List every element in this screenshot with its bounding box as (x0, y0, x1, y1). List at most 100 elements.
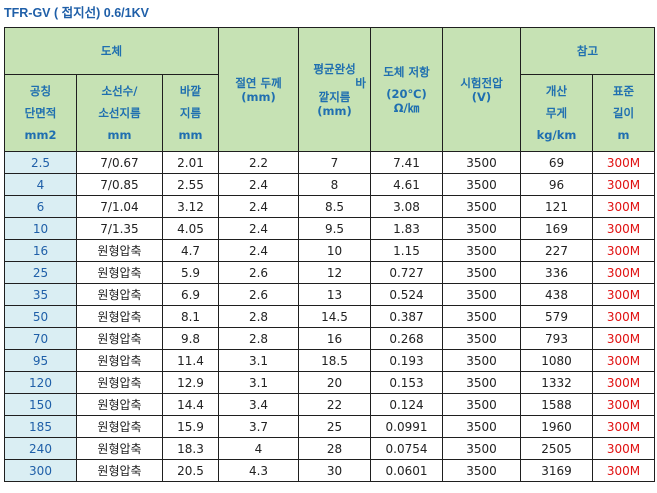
cell-test-voltage: 3500 (442, 459, 521, 482)
cell-length: 300M (591, 305, 656, 328)
cell-avg-od: 22 (298, 393, 371, 416)
cell-outer-diameter: 5.9 (162, 261, 219, 284)
cell-test-voltage: 3500 (442, 195, 521, 218)
header-test-voltage: 시험전압 (V) (442, 27, 521, 152)
header-reference: 참고 (519, 27, 656, 75)
cell-weight: 1960 (520, 415, 593, 438)
cell-resistance: 0.268 (370, 327, 443, 350)
cell-insulation: 2.8 (218, 327, 299, 350)
cell-resistance: 0.0754 (370, 437, 443, 460)
cell-outer-diameter: 3.12 (162, 195, 219, 218)
table-row: 6 7/1.04 3.12 2.4 8.5 3.08 3500 121 300M (4, 195, 656, 218)
header-outer-line-3: mm (178, 128, 203, 142)
header-length: 표준 길이 m (591, 74, 656, 152)
cell-insulation: 3.1 (218, 371, 299, 394)
cell-resistance: 0.524 (370, 283, 443, 306)
cell-outer-diameter: 8.1 (162, 305, 219, 328)
header-length-line-3: m (617, 128, 630, 142)
cell-strands: 7/0.67 (76, 151, 163, 174)
header-avg-od-line-2: 바 (355, 75, 366, 90)
cell-avg-od: 12 (298, 261, 371, 284)
header-weight-line-2: 무게 (545, 106, 568, 120)
cell-avg-od: 10 (298, 239, 371, 262)
header-insulation-label: 절연 두께 (mm) (235, 75, 282, 104)
cell-strands: 원형압축 (76, 327, 163, 350)
header-strands-line-1: 소선수/ (101, 84, 138, 98)
header-strands: 소선수/ 소선지름 mm (76, 74, 163, 152)
header-strands-line-2: 소선지름 (98, 106, 141, 120)
cell-test-voltage: 3500 (442, 283, 521, 306)
cell-avg-od: 25 (298, 415, 371, 438)
cell-strands: 7/1.35 (76, 217, 163, 240)
cell-length: 300M (591, 283, 656, 306)
cell-avg-od: 8.5 (298, 195, 371, 218)
header-area-line-2: 단면적 (24, 106, 57, 120)
table-row: 50 원형압축 8.1 2.8 14.5 0.387 3500 579 300M (4, 305, 656, 328)
header-area: 공칭 단면적 mm2 (4, 74, 77, 152)
header-conductor: 도체 (4, 27, 219, 75)
table-row: 16 원형압축 4.7 2.4 10 1.15 3500 227 300M (4, 239, 656, 262)
cell-insulation: 2.8 (218, 305, 299, 328)
table-row: 150 원형압축 14.4 3.4 22 0.124 3500 1588 300… (4, 393, 656, 416)
table-row: 120 원형압축 12.9 3.1 20 0.153 3500 1332 300… (4, 371, 656, 394)
cell-area: 240 (4, 437, 77, 460)
cell-weight: 69 (520, 151, 593, 174)
cell-weight: 121 (520, 195, 593, 218)
header-test-voltage-line-1: 시험전압 (460, 75, 503, 90)
cell-insulation: 4.3 (218, 459, 299, 482)
cell-avg-od: 8 (298, 173, 371, 196)
cell-insulation: 3.7 (218, 415, 299, 438)
cell-outer-diameter: 20.5 (162, 459, 219, 482)
cell-weight: 336 (520, 261, 593, 284)
cell-avg-od: 9.5 (298, 217, 371, 240)
cell-avg-od: 14.5 (298, 305, 371, 328)
cell-test-voltage: 3500 (442, 239, 521, 262)
header-outer-line-2: 지름 (179, 106, 202, 120)
cell-length: 300M (591, 393, 656, 416)
header-test-voltage-line-2: (V) (471, 89, 492, 104)
header-avg-od-line-1: 평균완성 (313, 61, 356, 76)
cell-test-voltage: 3500 (442, 415, 521, 438)
cell-length: 300M (591, 217, 656, 240)
header-length-line-2: 길이 (612, 106, 635, 120)
cell-area: 2.5 (4, 151, 77, 174)
cell-weight: 3169 (520, 459, 593, 482)
cell-outer-diameter: 4.7 (162, 239, 219, 262)
cell-resistance: 0.0601 (370, 459, 443, 482)
header-insulation: 절연 두께 (mm) (218, 27, 299, 152)
header-weight-line-3: kg/km (536, 128, 577, 142)
cell-area: 150 (4, 393, 77, 416)
cell-test-voltage: 3500 (442, 437, 521, 460)
table-row: 70 원형압축 9.8 2.8 16 0.268 3500 793 300M (4, 327, 656, 350)
cell-length: 300M (591, 459, 656, 482)
cell-weight: 579 (520, 305, 593, 328)
cell-insulation: 2.4 (218, 173, 299, 196)
cell-area: 35 (4, 283, 77, 306)
header-avg-od: 평균완성 바 깥지름 (mm) (298, 27, 371, 152)
header-resistance-line-1: 도체 저항 (383, 64, 430, 79)
cell-avg-od: 20 (298, 371, 371, 394)
cell-avg-od: 18.5 (298, 349, 371, 372)
cell-insulation: 2.4 (218, 195, 299, 218)
header-weight: 개산 무게 kg/km (520, 74, 593, 152)
table-row: 10 7/1.35 4.05 2.4 9.5 1.83 3500 169 300… (4, 217, 656, 240)
cell-insulation: 3.1 (218, 349, 299, 372)
cell-resistance: 3.08 (370, 195, 443, 218)
cell-avg-od: 28 (298, 437, 371, 460)
cell-strands: 원형압축 (76, 415, 163, 438)
cell-strands: 원형압축 (76, 305, 163, 328)
header-avg-od-line-4: (mm) (317, 103, 352, 118)
cell-insulation: 4 (218, 437, 299, 460)
cell-area: 95 (4, 349, 77, 372)
cell-resistance: 0.387 (370, 305, 443, 328)
header-resistance-line-2: (20℃) (386, 86, 427, 101)
cell-avg-od: 7 (298, 151, 371, 174)
cell-resistance: 1.83 (370, 217, 443, 240)
cell-area: 50 (4, 305, 77, 328)
cell-test-voltage: 3500 (442, 371, 521, 394)
cell-length: 300M (591, 195, 656, 218)
header-strands-line-3: mm (107, 128, 132, 142)
cell-resistance: 0.193 (370, 349, 443, 372)
cell-strands: 7/0.85 (76, 173, 163, 196)
cell-strands: 원형압축 (76, 459, 163, 482)
